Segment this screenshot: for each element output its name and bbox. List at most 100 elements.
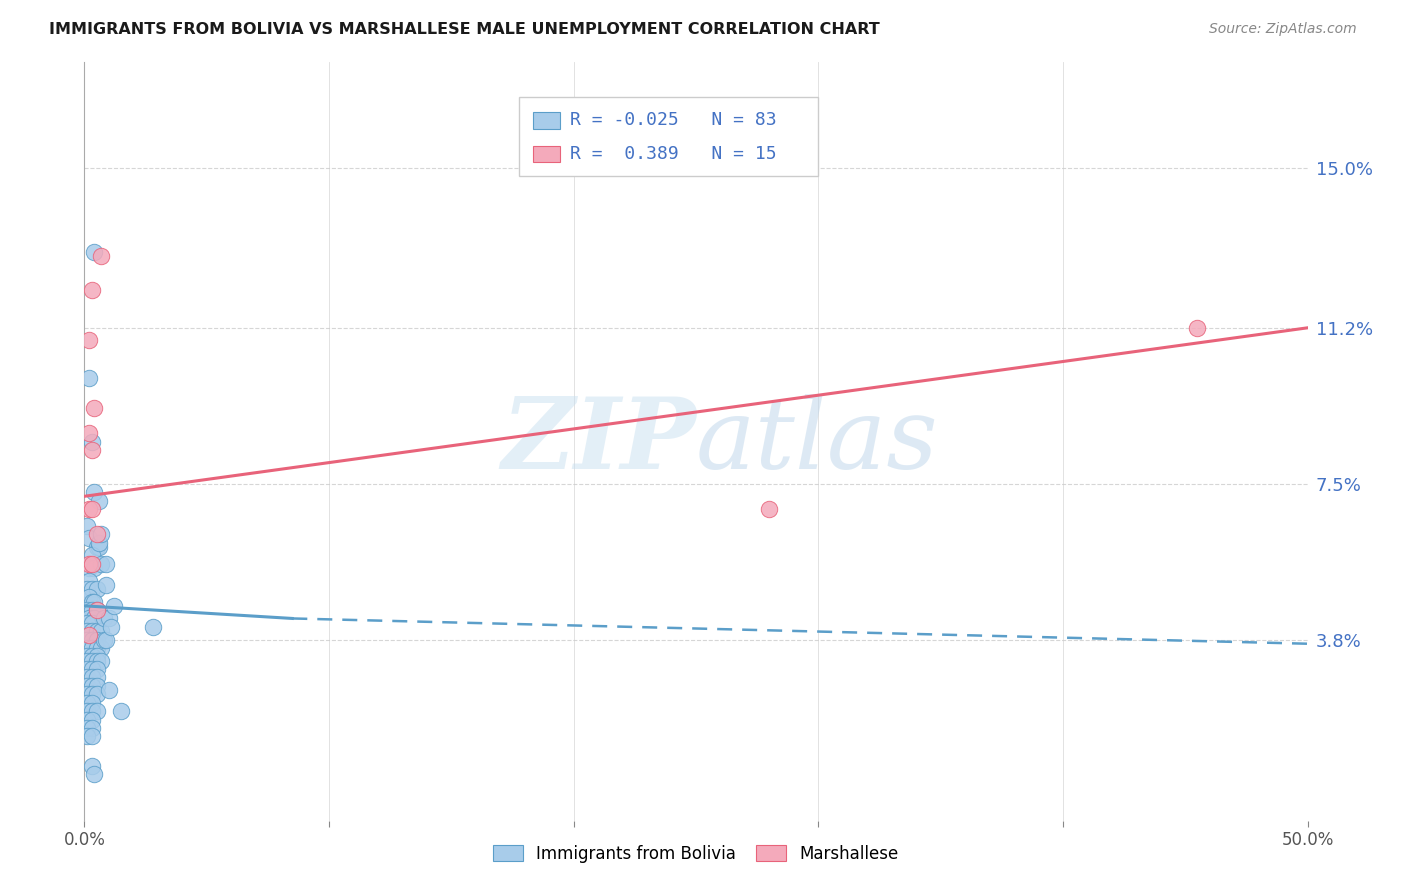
Point [80,721,103,735]
Text: Source: ZipAtlas.com: Source: ZipAtlas.com [1209,22,1357,37]
Point [76,721,98,735]
Point [83,244,105,259]
Point [76,640,98,655]
Point [80,582,103,596]
Point [76,662,98,676]
Point [76,687,98,701]
Point [90,640,112,655]
Point [77,371,100,385]
Point [80,696,103,710]
Point [77,426,100,441]
Point [77,591,100,605]
Point [76,649,98,664]
Point [86,603,108,617]
Point [76,624,98,639]
Point [80,640,103,655]
Point [77,532,100,546]
Point [77,628,100,642]
Point [76,679,98,693]
Point [86,662,108,676]
Point [76,704,98,718]
Point [86,603,108,617]
FancyBboxPatch shape [519,96,818,177]
Point [86,582,108,596]
Point [83,561,105,575]
Text: R =  0.389   N = 15: R = 0.389 N = 15 [569,145,776,163]
Point [76,632,98,647]
Text: R = -0.025   N = 83: R = -0.025 N = 83 [569,112,776,129]
Point [80,615,103,630]
Point [90,527,112,541]
Point [83,767,105,781]
Point [80,654,103,668]
Point [76,518,98,533]
Point [76,696,98,710]
FancyBboxPatch shape [533,145,560,162]
FancyBboxPatch shape [533,112,560,128]
Point [86,670,108,684]
Point [80,670,103,684]
Point [86,649,108,664]
Point [1187,320,1209,334]
Point [80,624,103,639]
Point [90,654,112,668]
Point [76,603,98,617]
Point [80,603,103,617]
Text: atlas: atlas [696,394,939,489]
Point [83,594,105,608]
Text: ZIP: ZIP [501,393,696,490]
Point [77,574,100,588]
Point [142,620,165,634]
Point [80,730,103,744]
Point [86,679,108,693]
Point [77,557,100,571]
Point [97,683,120,698]
Point [87,540,110,554]
Point [80,759,103,773]
Point [97,611,120,625]
Point [80,434,103,449]
Point [86,654,108,668]
Text: IMMIGRANTS FROM BOLIVIA VS MARSHALLESE MALE UNEMPLOYMENT CORRELATION CHART: IMMIGRANTS FROM BOLIVIA VS MARSHALLESE M… [49,22,880,37]
Point [90,557,112,571]
Point [80,557,103,571]
Point [86,624,108,639]
Point [83,611,105,625]
Point [76,670,98,684]
Point [100,620,122,634]
Point [96,632,118,647]
Point [80,687,103,701]
Point [76,654,98,668]
Point [90,624,112,639]
Point [80,649,103,664]
Point [96,578,118,592]
Point [86,540,108,554]
Point [80,502,103,516]
Point [80,283,103,297]
Point [96,557,118,571]
Point [80,662,103,676]
Point [77,334,100,348]
Point [80,442,103,457]
Point [86,632,108,647]
Point [86,704,108,718]
Point [93,611,115,625]
Point [80,704,103,718]
Point [90,249,112,263]
Point [80,548,103,563]
Point [87,535,110,549]
Point [80,632,103,647]
Point [76,615,98,630]
Point [80,594,103,608]
Point [77,611,100,625]
Point [86,527,108,541]
Point [83,401,105,415]
Point [80,679,103,693]
Point [76,730,98,744]
Point [93,632,115,647]
Point [76,582,98,596]
Point [80,713,103,727]
Point [77,502,100,516]
Point [110,704,132,718]
Point [758,502,780,516]
